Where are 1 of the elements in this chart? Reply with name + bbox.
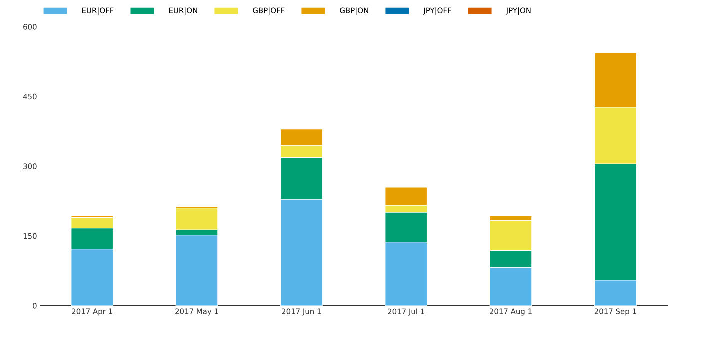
bar [176, 208, 218, 231]
